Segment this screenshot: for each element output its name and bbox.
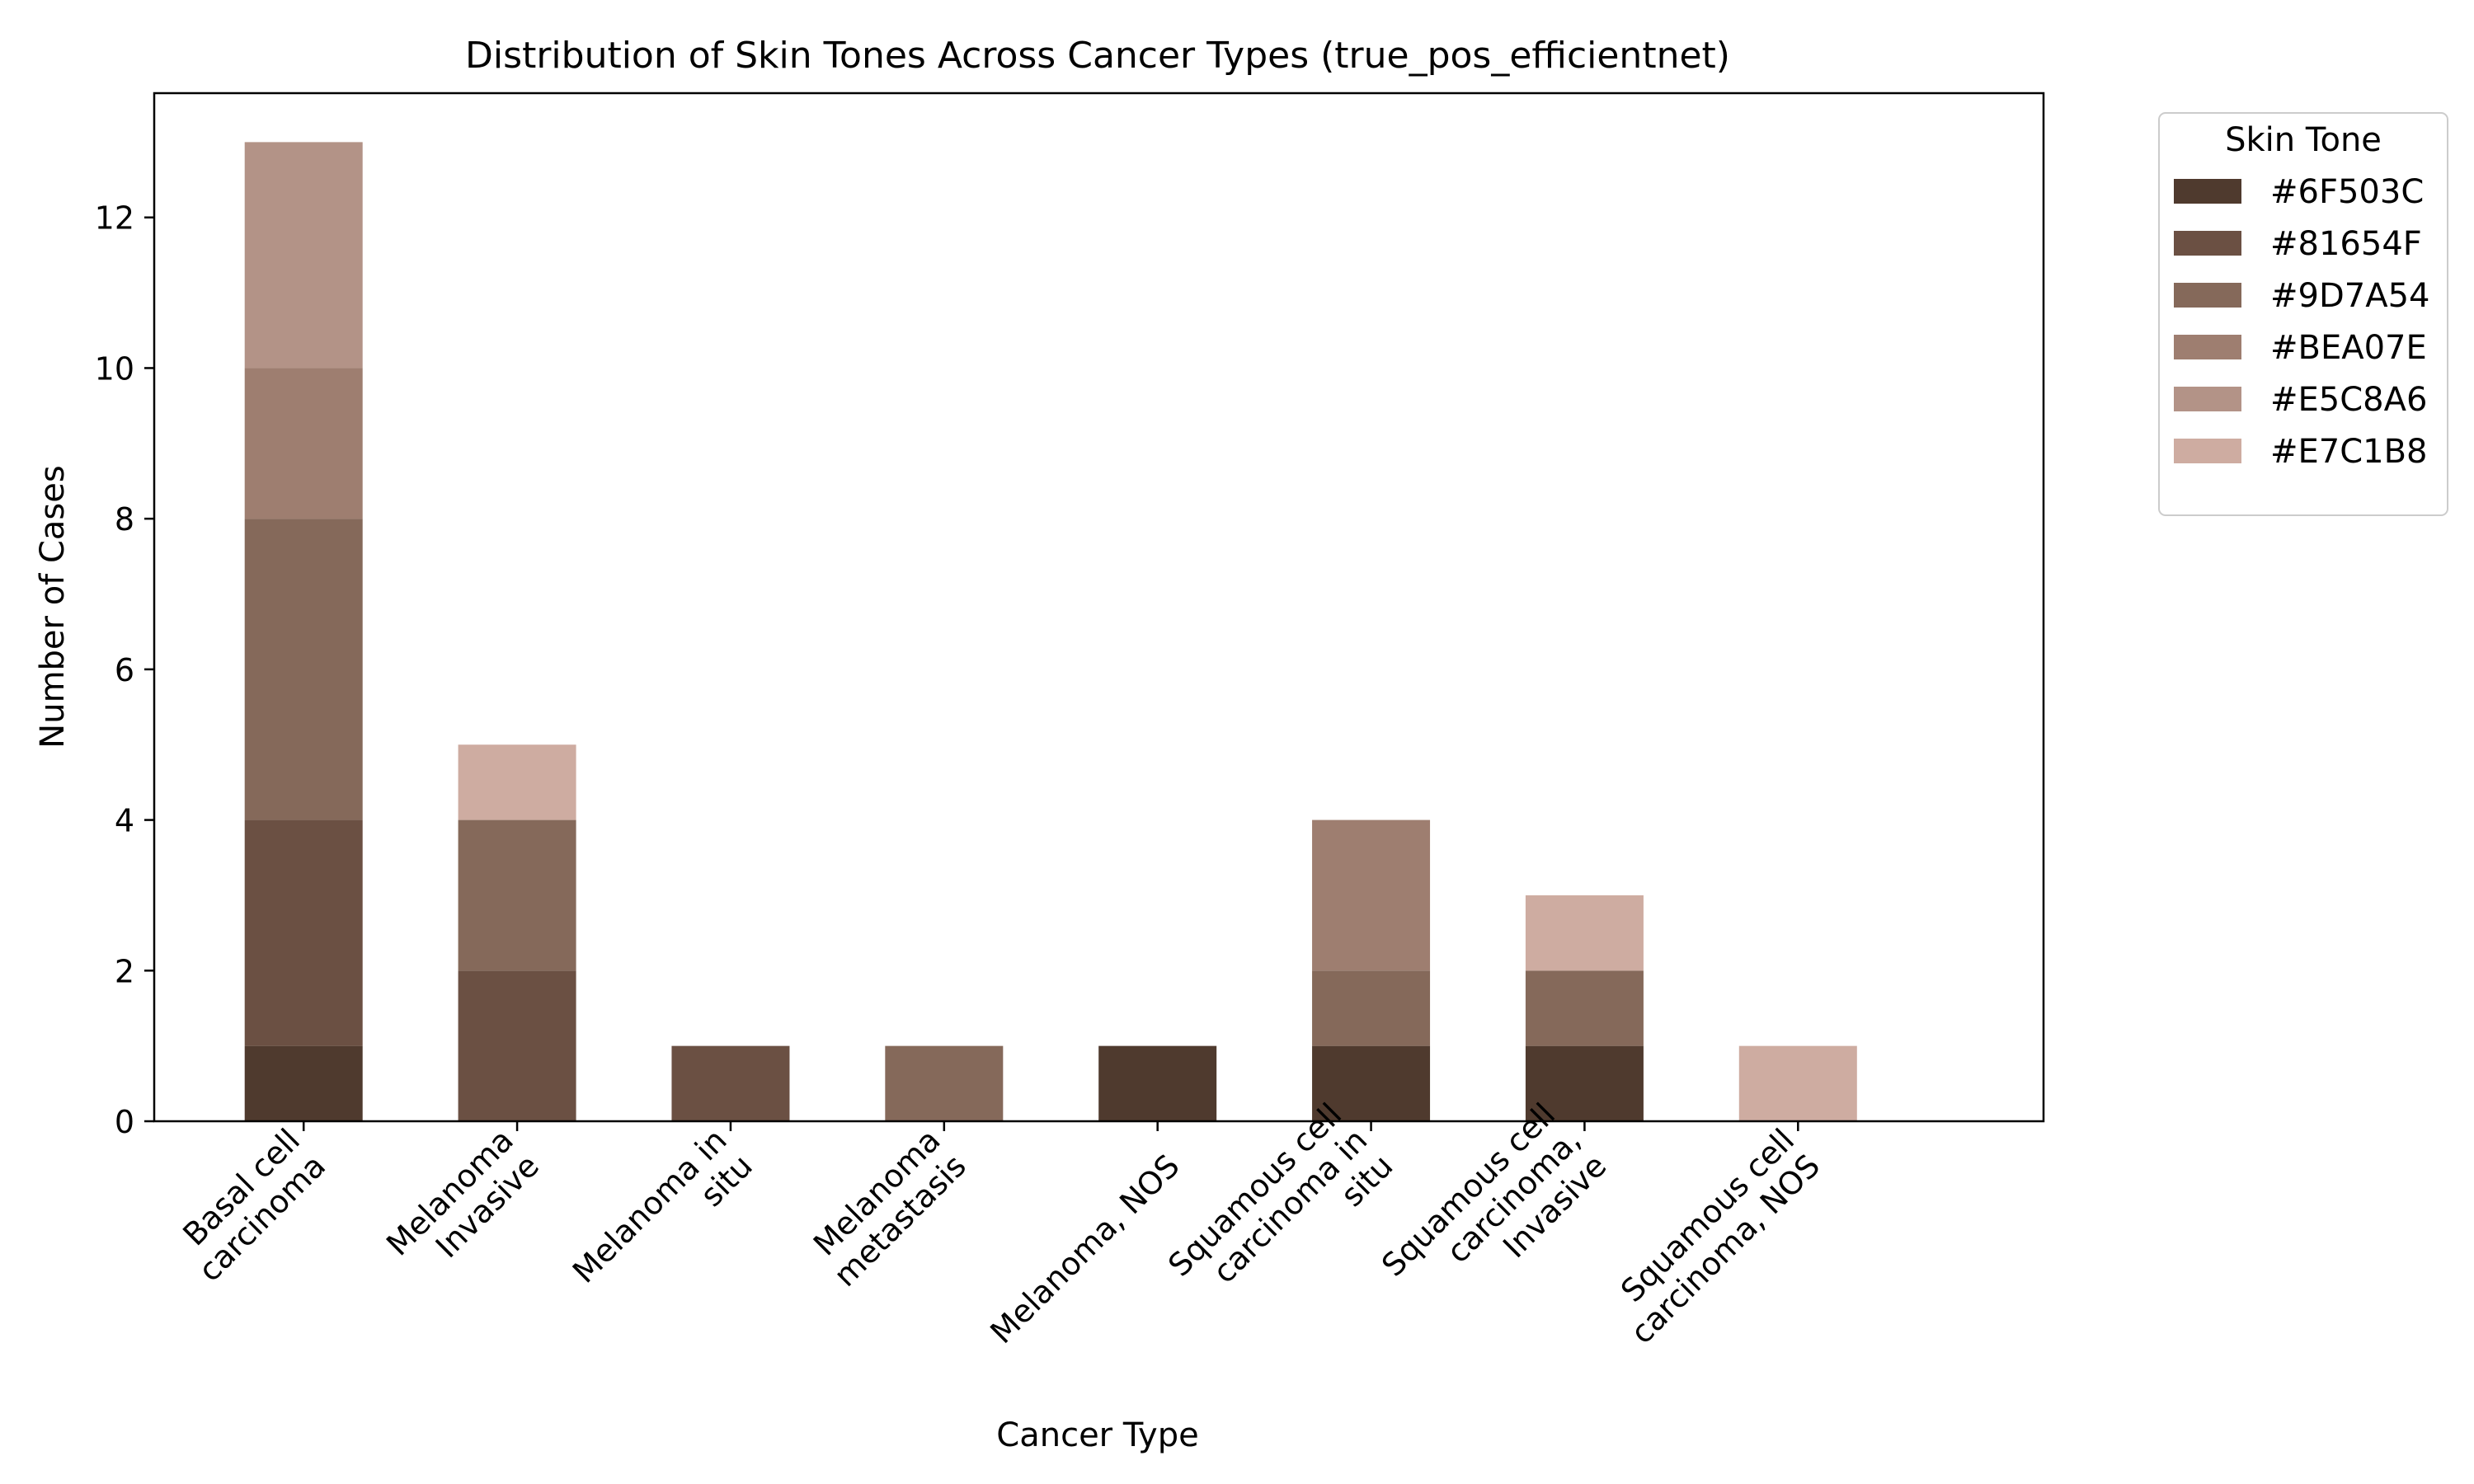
legend-box [2158, 112, 2448, 516]
bar-segment [458, 970, 576, 1121]
y-tick-label: 12 [95, 200, 134, 237]
bar-segment [244, 1045, 363, 1121]
legend-label: #6F503C [2270, 173, 2424, 211]
y-tick-label: 10 [95, 350, 134, 387]
legend-label: #81654F [2270, 225, 2422, 263]
bar-segment [244, 368, 363, 519]
legend-label: #E5C8A6 [2270, 381, 2427, 419]
bar-segment [1525, 970, 1644, 1046]
bar-segment [671, 1045, 790, 1121]
legend-swatch [2174, 179, 2241, 204]
bars-layer [244, 142, 1857, 1121]
x-axis-title: Cancer Type [996, 1416, 1198, 1454]
bar-segment [1312, 1045, 1431, 1121]
y-axis-title: Number of Cases [34, 465, 72, 748]
legend-swatch [2174, 283, 2241, 308]
bar-segment [1525, 1045, 1644, 1121]
bar-segment [458, 744, 576, 820]
legend-label: #E7C1B8 [2270, 433, 2428, 471]
bar-segment [244, 519, 363, 820]
plot-frame [153, 92, 2045, 1123]
bar-segment [885, 1045, 1004, 1121]
y-tick-label: 6 [115, 652, 134, 688]
legend-title: Skin Tone [2225, 121, 2382, 159]
chart-title: Distribution of Skin Tones Across Cancer… [465, 35, 1730, 77]
bar-segment [244, 142, 363, 369]
legend-label: #BEA07E [2270, 329, 2427, 367]
legend: Skin Tone #6F503C #81654F #9D7A54 #BEA07E #E5… [2158, 112, 2448, 516]
legend-label: #9D7A54 [2270, 277, 2429, 315]
bar-segment [1312, 970, 1431, 1046]
bar-segment [1312, 819, 1431, 971]
legend-swatch [2174, 335, 2241, 359]
legend-swatch [2174, 387, 2241, 411]
y-tick-label: 2 [115, 953, 134, 989]
bar-segment [1525, 895, 1644, 971]
y-tick-label: 0 [115, 1104, 134, 1140]
legend-swatch [2174, 439, 2241, 463]
bar-segment [1098, 1045, 1217, 1121]
legend-swatch [2174, 231, 2241, 256]
y-tick-label: 8 [115, 501, 134, 538]
bar-segment [1738, 1045, 1857, 1121]
bar-segment [458, 819, 576, 971]
bar-segment [244, 819, 363, 1046]
y-tick-label: 4 [115, 803, 134, 839]
